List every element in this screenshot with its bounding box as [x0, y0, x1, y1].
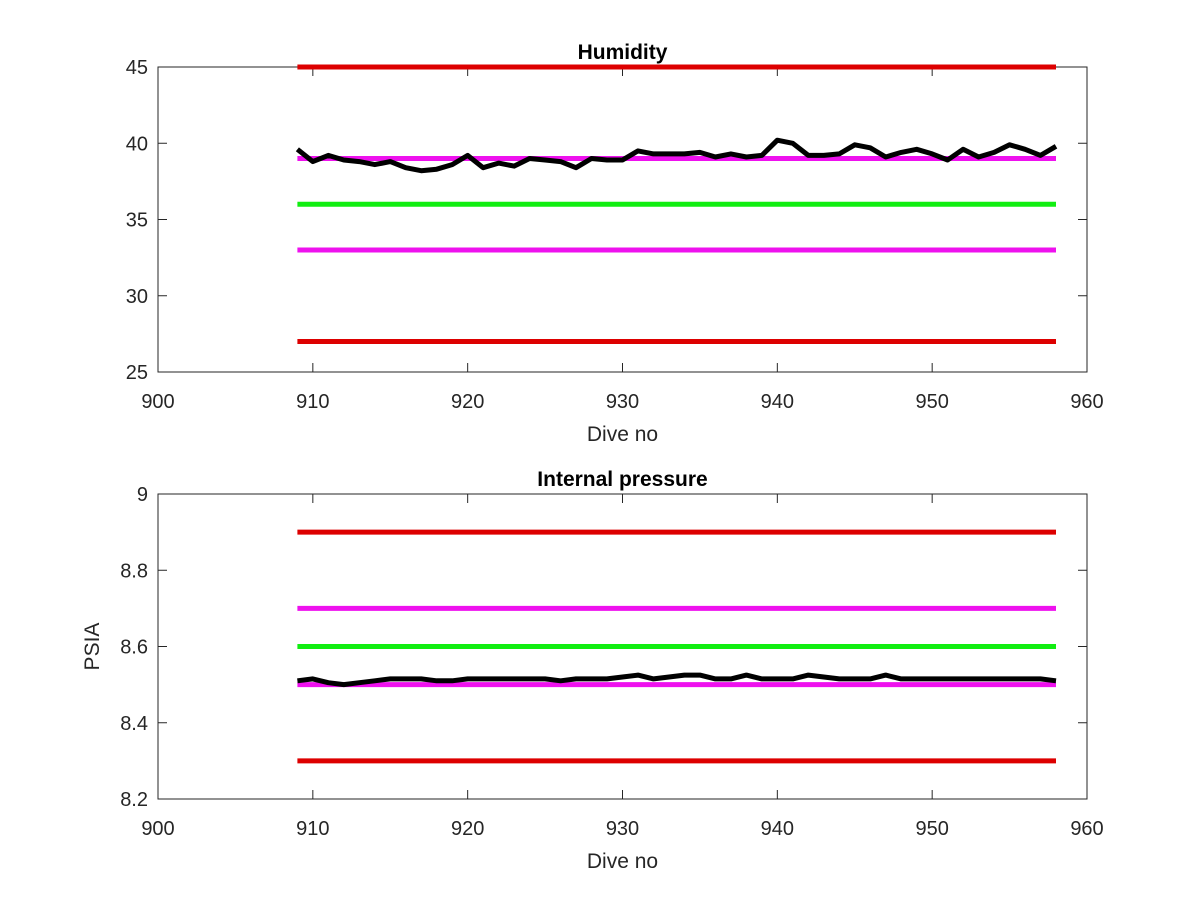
- x-tick-label: 910: [296, 391, 329, 413]
- x-tick-label: 920: [451, 818, 484, 840]
- x-tick-label: 960: [1070, 391, 1103, 413]
- y-tick-label: 40: [126, 133, 148, 155]
- y-tick-label: 30: [126, 286, 148, 308]
- x-tick-label: 950: [915, 391, 948, 413]
- internal-pressure-panel: 900 910 920 930 940 950 960 8.2 8.4 8.6 8.8 9 Intern…: [81, 468, 1104, 873]
- x-tick-label: 920: [451, 391, 484, 413]
- x-tick-label: 940: [761, 818, 794, 840]
- y-tick-label: 45: [126, 57, 148, 79]
- x-axis-label: Dive no: [587, 423, 658, 446]
- y-tick-label: 8.8: [120, 560, 148, 582]
- x-tick-label: 930: [606, 391, 639, 413]
- chart-title: Internal pressure: [537, 468, 707, 491]
- y-axis-label: PSIA: [81, 623, 104, 671]
- y-tick-label: 8.6: [120, 637, 148, 659]
- y-tick-label: 9: [137, 484, 148, 506]
- x-tick-label: 910: [296, 818, 329, 840]
- x-axis-label: Dive no: [587, 850, 658, 873]
- x-tick-label: 960: [1070, 818, 1103, 840]
- humidity-panel: 900 910 920 930 940 950 960 25 30 35 40 45 Humidity D…: [126, 41, 1104, 446]
- x-tick-label: 940: [761, 391, 794, 413]
- data-series-line: [295, 137, 1058, 174]
- x-tick-label: 900: [141, 391, 174, 413]
- chart-title: Humidity: [578, 41, 668, 64]
- x-tick-label: 950: [915, 818, 948, 840]
- axes-box: [157, 66, 1088, 373]
- y-tick-label: 8.2: [120, 789, 148, 811]
- data-series-line: [297, 672, 1057, 688]
- x-tick-label: 900: [141, 818, 174, 840]
- y-tick-label: 25: [126, 362, 148, 384]
- y-tick-label: 35: [126, 210, 148, 232]
- y-tick-label: 8.4: [120, 713, 148, 735]
- x-tick-label: 930: [606, 818, 639, 840]
